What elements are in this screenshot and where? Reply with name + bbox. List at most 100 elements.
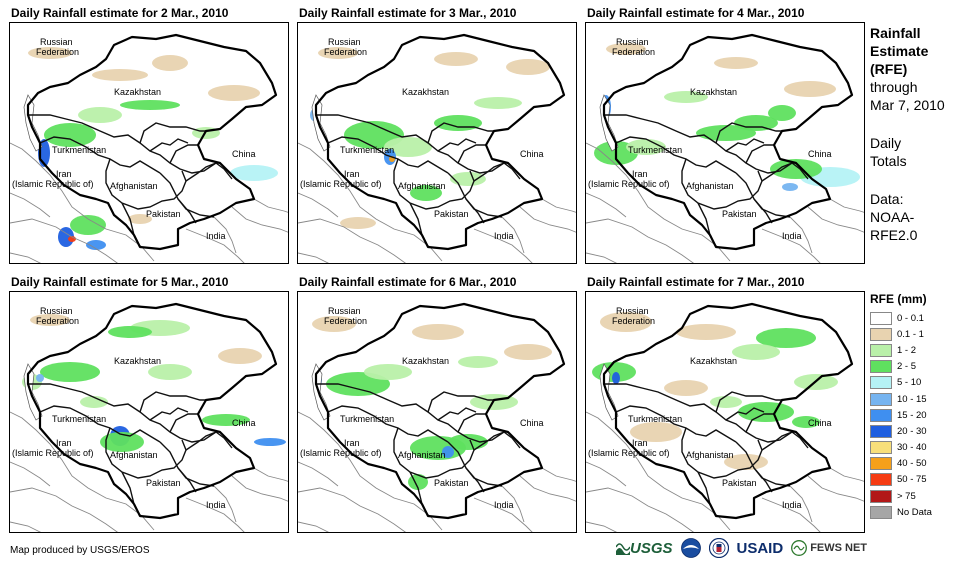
neighbor-border [298,142,443,262]
neighbor-border [501,485,525,523]
country-label-pakistan: Pakistan [722,209,757,219]
region-outline [314,33,566,251]
country-border [465,198,503,218]
rainfall-area [714,57,758,69]
state-department-seal-icon [708,538,729,558]
legend-row: 0.1 - 1 [870,326,962,342]
rainfall-area [434,115,482,131]
rainfall-area [474,97,522,109]
legend-label: 5 - 10 [897,377,922,389]
neighbor-border [586,411,731,531]
country-border [139,122,206,144]
rainfall-area [600,312,652,332]
legend-swatch [870,489,892,503]
country-border [745,413,774,433]
legend-swatch [870,473,892,487]
usaid-logo-text: USAID [736,539,784,557]
rainfall-area [202,414,250,426]
country-border [745,144,774,164]
neighbor-border [519,206,576,233]
usgs-logo-text: USGS [630,539,673,557]
country-label-iran: Iran [56,438,72,448]
sidebar-totals-2: Totals [870,153,907,169]
noaa-seal-icon [680,538,701,558]
rainfall-area [78,107,122,123]
region-outline [26,302,278,520]
country-border [715,122,782,144]
neighbor-border [586,252,618,263]
map-canvas [586,302,864,532]
country-label-afghanistan: Afghanistan [110,450,158,460]
rainfall-area [450,172,486,186]
neighbor-border [789,485,813,523]
legend-label: 40 - 50 [897,458,927,470]
country-border [753,467,791,487]
country-label-kazakhstan: Kazakhstan [690,356,738,366]
logo-bar: USGS USAID FEWS NET [616,538,875,558]
country-label-kazakhstan: Kazakhstan [114,87,162,97]
country-label-afghanistan: Afghanistan [686,450,734,460]
fews-globe-icon [791,540,808,556]
legend-label: No Data [897,506,932,518]
rainfall-map-4: Russian Federation Kazakhstan Turkmenistan I… [9,291,289,533]
rainfall-area [70,215,106,235]
neighbor-border [298,252,330,263]
neighbor-border [761,497,821,532]
country-label-china: China [232,418,256,428]
rainfall-area [364,364,412,380]
rainfall-area [612,372,620,384]
neighbor-border [298,192,339,218]
sidebar-data-3: RFE2.0 [870,227,918,243]
country-label-russia: Russian [40,306,73,316]
usgs-wave-icon [616,543,630,555]
rainfall-area [208,85,260,101]
rainfall-area [384,137,432,157]
rainfall-area [664,91,708,103]
panel-title-4: Daily Rainfall estimate for 5 Mar., 2010 [11,275,229,289]
country-label-iran: (Islamic Republic of) [300,448,382,458]
legend-swatch [870,343,892,357]
neighbor-border [473,228,533,263]
rainfall-area [100,432,144,452]
map-canvas [298,33,576,263]
rainfall-area [152,55,188,71]
legend-swatch [870,505,892,519]
rainfall-area [606,43,646,55]
legend-row: No Data [870,504,962,520]
country-border [169,413,198,433]
legend-label: 1 - 2 [897,344,917,356]
rainfall-area [92,69,148,81]
country-border [457,144,486,164]
rainfall-area [782,183,798,191]
country-label-iran: (Islamic Republic of) [12,448,94,458]
neighbor-border [586,192,627,218]
rainfall-area [86,240,106,250]
country-border [457,413,486,433]
legend-swatch [870,376,892,390]
neighbor-border [501,216,525,254]
country-label-pakistan: Pakistan [146,209,181,219]
country-border [393,427,475,479]
country-label-pakistan: Pakistan [146,478,181,488]
legend-swatch [870,327,892,341]
legend-swatch [870,311,892,325]
country-label-kazakhstan: Kazakhstan [114,356,162,366]
usaid-logo: USAID [737,540,784,557]
rainfall-area [732,344,780,360]
legend-row: 1 - 2 [870,342,962,358]
country-label-turkmenistan: Turkmenistan [628,414,683,424]
panel-title-5: Daily Rainfall estimate for 6 Mar., 2010 [299,275,517,289]
sidebar-heading-1: Rainfall [870,25,921,41]
country-border [437,407,477,421]
country-border [39,405,161,443]
map-credit: Map produced by USGS/EROS [10,545,150,556]
neighbor-border [231,475,288,502]
sidebar-totals-1: Daily [870,135,902,151]
rainfall-area [770,159,822,179]
neighbor-border [298,521,330,532]
country-label-turkmenistan: Turkmenistan [340,414,395,424]
country-label-turkmenistan: Turkmenistan [52,145,107,155]
sidebar-heading-2: Estimate [870,43,929,59]
rainfall-area [676,324,736,340]
neighbor-border [10,252,42,263]
